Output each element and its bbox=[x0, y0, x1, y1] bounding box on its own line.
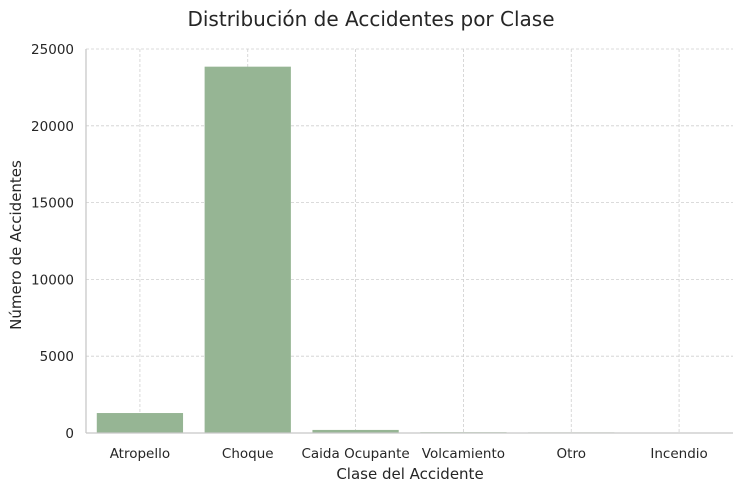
x-tick-label: Volcamiento bbox=[422, 446, 505, 462]
y-tick-labels: 0 5000 10000 15000 20000 25000 bbox=[31, 42, 74, 442]
chart-title: Distribución de Accidentes por Clase bbox=[187, 7, 554, 31]
x-tick-label: Atropello bbox=[110, 446, 170, 462]
x-tick-labels: Atropello Choque Caida Ocupante Volcamiento… bbox=[110, 446, 708, 462]
bar bbox=[97, 413, 183, 433]
grid bbox=[86, 49, 733, 433]
x-tick-label: Incendio bbox=[650, 446, 707, 462]
bars bbox=[97, 67, 722, 433]
axes bbox=[86, 49, 733, 433]
y-tick-label: 25000 bbox=[31, 42, 74, 58]
y-tick-label: 5000 bbox=[40, 349, 74, 365]
y-axis-label: Número de Accidentes bbox=[7, 160, 25, 330]
y-tick-label: 20000 bbox=[31, 119, 74, 135]
x-axis-label: Clase del Accidente bbox=[336, 465, 483, 483]
y-tick-label: 10000 bbox=[31, 272, 74, 288]
x-tick-label: Caida Ocupante bbox=[301, 446, 409, 462]
x-tick-label: Otro bbox=[557, 446, 586, 462]
y-tick-label: 15000 bbox=[31, 196, 74, 212]
x-tick-label: Choque bbox=[222, 446, 274, 462]
y-tick-label: 0 bbox=[65, 426, 74, 442]
bar bbox=[205, 67, 291, 433]
